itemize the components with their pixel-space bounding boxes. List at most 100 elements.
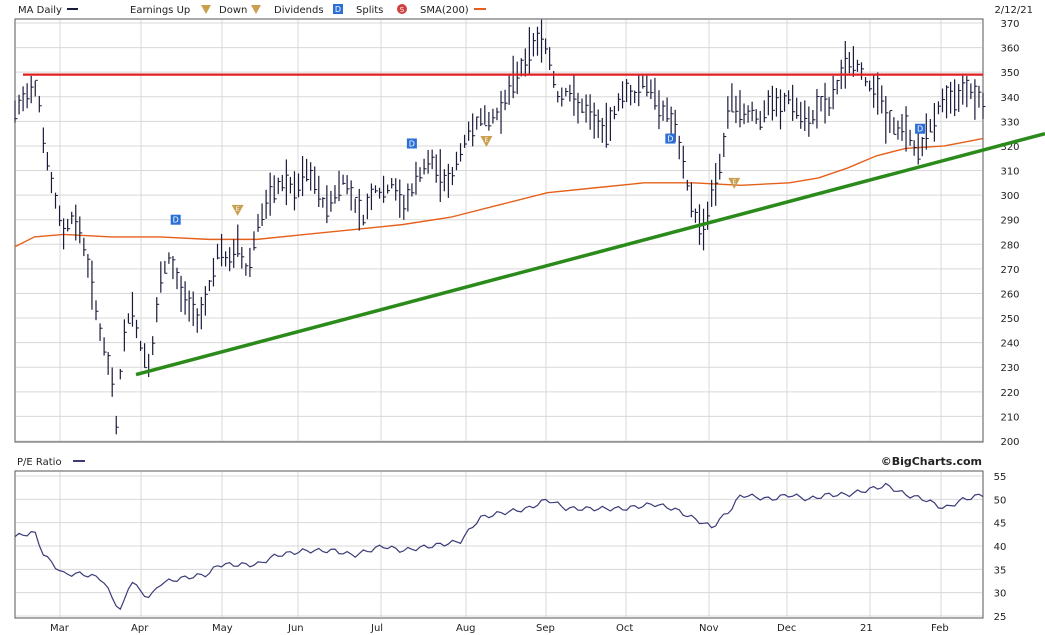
svg-text:E: E xyxy=(236,206,240,213)
chart-title: MA Daily xyxy=(18,5,62,16)
price-bar xyxy=(787,90,792,105)
price-bar xyxy=(638,75,642,107)
price-bar xyxy=(702,208,707,251)
price-bar xyxy=(115,415,119,435)
price-bars xyxy=(14,19,986,435)
price-bar xyxy=(427,150,431,174)
price-bar xyxy=(654,77,658,110)
price-bar xyxy=(945,85,950,119)
price-bar xyxy=(783,92,788,112)
watermark: ©BigCharts.com xyxy=(881,455,982,468)
price-bar xyxy=(565,87,569,97)
price-bar xyxy=(127,313,131,324)
pe-y-tick: 50 xyxy=(994,495,1007,506)
price-bar xyxy=(301,156,306,197)
price-y-tick: 320 xyxy=(1000,142,1019,153)
price-bar xyxy=(848,52,852,74)
price-bar xyxy=(917,129,921,165)
price-bar xyxy=(119,368,123,380)
price-bar xyxy=(496,107,500,121)
price-bar xyxy=(974,79,978,120)
price-bar xyxy=(431,149,435,170)
price-bar xyxy=(739,90,743,128)
price-bar xyxy=(735,95,739,124)
price-bar xyxy=(419,167,423,182)
price-bar xyxy=(625,79,630,103)
earnings-down-icon xyxy=(251,5,261,14)
dividend-marker: D xyxy=(915,123,926,134)
price-bar xyxy=(245,263,249,276)
price-bar xyxy=(800,101,804,129)
price-y-tick: 290 xyxy=(1000,216,1019,227)
svg-text:D: D xyxy=(409,139,415,148)
price-bar xyxy=(662,100,666,121)
price-bar xyxy=(192,291,196,326)
price-bar xyxy=(164,260,168,274)
price-bar xyxy=(808,106,812,137)
price-bar xyxy=(468,121,472,141)
price-bar xyxy=(314,166,318,194)
price-bar xyxy=(682,145,686,179)
price-bar xyxy=(630,84,634,106)
price-bar xyxy=(860,62,864,80)
price-bar xyxy=(666,97,670,122)
price-bar xyxy=(792,84,796,121)
price-bar xyxy=(338,170,342,202)
price-bar xyxy=(135,319,140,339)
pe-ratio-line xyxy=(14,482,984,611)
price-y-tick: 300 xyxy=(1000,191,1019,202)
price-y-tick: 310 xyxy=(1000,167,1019,178)
price-bar xyxy=(123,319,127,352)
price-y-tick: 340 xyxy=(1000,93,1019,104)
price-bar xyxy=(281,174,285,192)
price-y-tick: 240 xyxy=(1000,339,1019,350)
price-bar xyxy=(885,95,889,144)
price-bar xyxy=(289,176,293,194)
pe-panel: P/E Ratio ©BigCharts.com 25 30 35 40 45 50 55 xyxy=(14,455,1007,623)
price-bar xyxy=(330,190,334,212)
price-bar xyxy=(14,100,18,123)
price-bar xyxy=(508,75,512,105)
pe-y-tick: 35 xyxy=(994,565,1007,576)
dividend-icon-glyph: D xyxy=(335,5,341,14)
price-bar xyxy=(152,336,156,356)
price-bar xyxy=(237,224,241,257)
price-bar xyxy=(921,136,925,157)
price-bar xyxy=(204,286,208,316)
price-bar xyxy=(172,256,176,280)
price-bar xyxy=(447,163,451,198)
price-bar xyxy=(71,211,75,225)
price-y-tick: 250 xyxy=(1000,314,1019,325)
price-bar xyxy=(131,291,135,327)
price-bar xyxy=(443,169,447,192)
price-bar xyxy=(297,173,302,198)
price-y-tick: 210 xyxy=(1000,412,1019,423)
price-bar xyxy=(83,237,87,257)
price-bar xyxy=(905,106,909,152)
dividend-marker: D xyxy=(665,133,676,144)
price-bar xyxy=(188,290,192,322)
price-bar xyxy=(593,102,597,139)
price-bar xyxy=(459,143,464,162)
price-bar xyxy=(463,134,468,148)
price-bar xyxy=(484,105,488,127)
price-bar xyxy=(208,279,212,292)
price-bar xyxy=(18,94,22,115)
x-tick-label: Oct xyxy=(616,623,633,634)
price-bar xyxy=(617,93,621,112)
price-bar xyxy=(38,95,42,113)
price-bar xyxy=(265,189,269,219)
x-tick-label: Jun xyxy=(287,623,304,634)
pe-y-tick: 55 xyxy=(994,472,1007,483)
price-bar xyxy=(601,117,605,143)
price-bar xyxy=(488,111,492,131)
legend-splits: Splits xyxy=(356,5,383,16)
price-bar xyxy=(573,73,577,116)
price-bar xyxy=(144,343,148,369)
price-bar xyxy=(435,154,439,183)
x-tick-label: Aug xyxy=(456,623,476,634)
price-bar xyxy=(415,161,419,195)
price-bar xyxy=(26,83,30,109)
price-bar xyxy=(868,80,873,92)
price-bar xyxy=(257,214,261,232)
